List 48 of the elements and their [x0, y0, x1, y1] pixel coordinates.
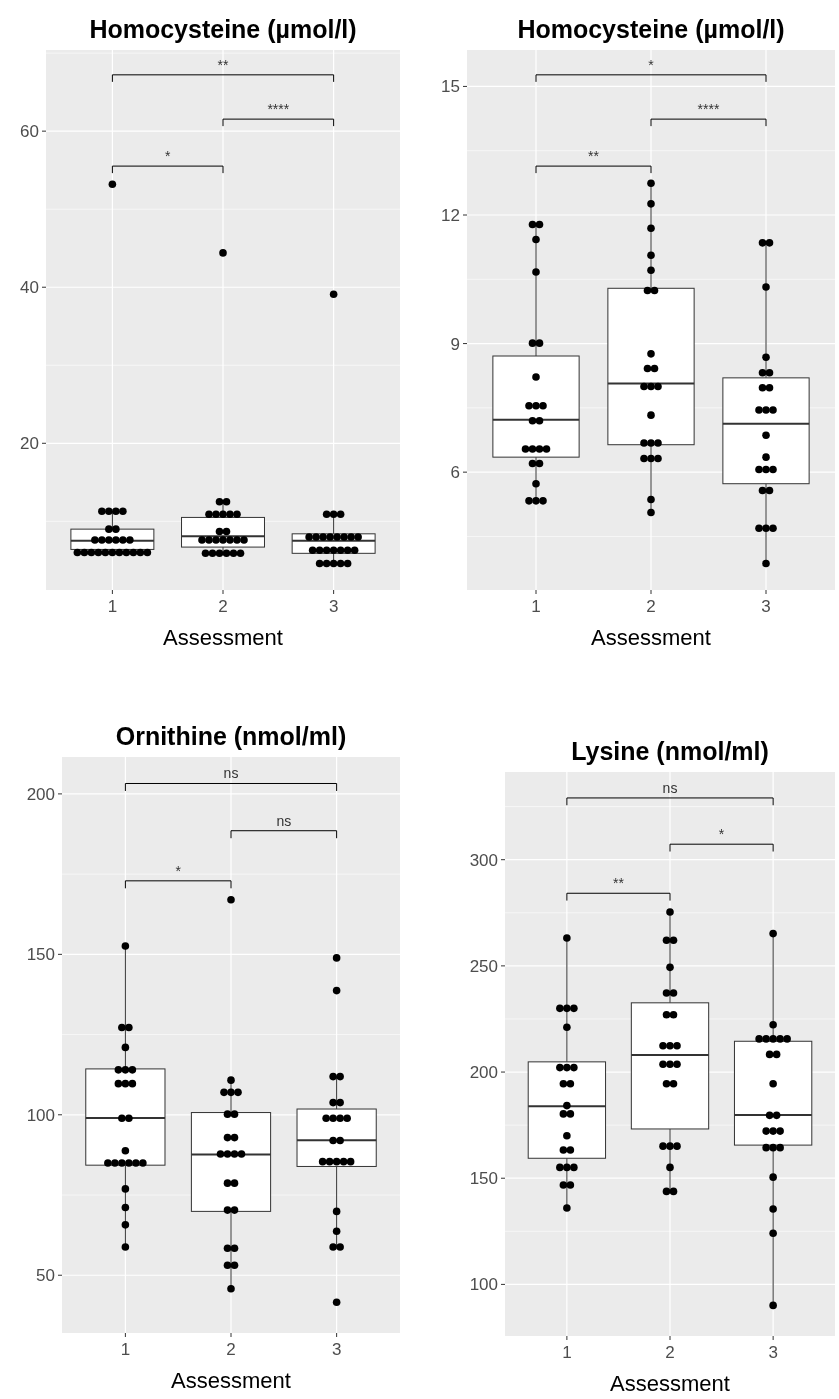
annotation: *	[164, 148, 171, 165]
y-tick-label: 6	[450, 463, 460, 483]
x-tick-label: 3	[331, 1340, 342, 1359]
y-tick-label: 50	[36, 1266, 55, 1286]
y-tick-label: 200	[469, 1063, 498, 1082]
x-tick-label: 1	[562, 1343, 572, 1362]
chart-title: Lysine (nmol/ml)	[571, 737, 769, 765]
x-tick-label: 1	[107, 597, 118, 616]
x-tick-label: 2	[218, 597, 228, 616]
annotation: **	[588, 148, 600, 165]
annotation: **	[217, 56, 229, 73]
chart-title: Ornithine (nmol/ml)	[115, 722, 347, 750]
x-axis-title: Assessment	[610, 1371, 730, 1396]
y-tick-label: 40	[20, 278, 39, 298]
x-axis-title: Assessment	[591, 625, 711, 650]
y-tick-label: 250	[469, 956, 498, 976]
x-tick-label: 3	[768, 1343, 778, 1362]
annotation: ****	[697, 101, 720, 118]
annotation: *	[175, 862, 182, 879]
x-tick-label: 2	[226, 1340, 236, 1359]
y-tick-label: 60	[20, 122, 39, 142]
x-tick-label: 3	[761, 597, 771, 616]
y-tick-label: 100	[26, 1105, 55, 1125]
chart-title: Homocysteine (µmol/l)	[89, 15, 357, 43]
annotation: ns	[276, 812, 292, 829]
annotation: ns	[223, 765, 239, 782]
x-tick-label: 1	[531, 597, 541, 616]
chart-title: Homocysteine (µmol/l)	[517, 15, 785, 43]
y-tick-label: 12	[441, 205, 460, 225]
y-tick-label: 150	[469, 1169, 498, 1189]
annotation: *	[648, 56, 655, 73]
x-axis-title: Assessment	[163, 625, 283, 650]
y-tick-label: 100	[469, 1275, 498, 1295]
y-tick-label: 300	[469, 850, 498, 870]
y-tick-label: 150	[26, 945, 55, 965]
x-tick-label: 1	[120, 1340, 131, 1359]
y-tick-label: 200	[26, 784, 55, 804]
x-tick-label: 2	[665, 1343, 675, 1362]
y-tick-label: 20	[20, 434, 39, 454]
x-tick-label: 2	[646, 597, 656, 616]
x-axis-title: Assessment	[171, 1368, 291, 1393]
annotation: **	[612, 875, 625, 892]
x-tick-label: 3	[328, 597, 339, 616]
y-tick-label: 9	[450, 334, 460, 354]
y-tick-label: 15	[441, 77, 460, 97]
annotation: ****	[267, 101, 290, 118]
annotation: *	[718, 826, 725, 843]
annotation: ns	[662, 779, 678, 796]
